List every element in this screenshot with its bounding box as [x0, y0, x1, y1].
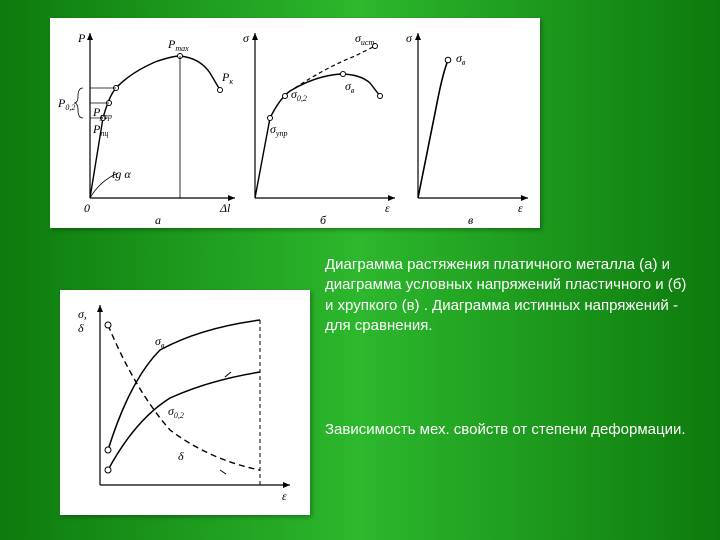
- curve-sigma-v: [108, 320, 260, 450]
- label-Pk: Pк: [221, 70, 233, 86]
- panel-a: P Δl 0 а: [57, 31, 235, 227]
- label-sigma-v-bot: σв: [155, 334, 165, 350]
- label-sigma02-bot: σ0,2: [168, 404, 184, 420]
- curve-plastic-load: [90, 56, 220, 198]
- label-Pmax: Pmax: [167, 37, 189, 53]
- bottom-properties-figure: σ, δ ε σв σ0,2 δ: [60, 290, 310, 515]
- label-tgalpha: tg α: [112, 167, 131, 181]
- curve-sigma02: [108, 372, 260, 470]
- slide: P Δl 0 а: [0, 0, 720, 540]
- panel-c-label: в: [468, 213, 473, 227]
- label-Pupr: Pупр: [92, 105, 112, 121]
- axis-label-delta: δ: [78, 321, 84, 335]
- label-sigma-v-b: σв: [345, 79, 355, 95]
- caption-top: Диаграмма растяжения платичного металла …: [325, 255, 695, 336]
- curve-brittle: [418, 60, 448, 198]
- axis-label-eps-bottom: ε: [282, 489, 287, 503]
- curve-delta: [108, 325, 260, 470]
- panel-c: σ ε в σв: [406, 31, 528, 227]
- panel-b: σ ε б σист σв σ0,2 σупр: [243, 31, 395, 227]
- label-sigma-v-c: σв: [456, 51, 466, 67]
- axis-label-P: P: [77, 31, 86, 45]
- axis-label-sigma-b: σ: [243, 31, 250, 45]
- label-sigma-ist: σист: [355, 31, 374, 47]
- axis-label-eps-b: ε: [385, 201, 390, 215]
- bottom-diagram-svg: σ, δ ε σв σ0,2 δ: [60, 290, 310, 515]
- panel-b-label: б: [320, 213, 327, 227]
- axis-label-eps-c: ε: [518, 201, 523, 215]
- axis-label-sigma-delta: σ,: [78, 307, 87, 321]
- panel-a-label: а: [155, 213, 161, 227]
- caption-bottom: Зависимость мех. свойств от степени дефо…: [325, 420, 695, 440]
- axis-label-sigma-c: σ: [406, 31, 413, 45]
- label-sigma-upr: σупр: [270, 122, 287, 138]
- label-Ppc: Pпц: [92, 122, 108, 138]
- svg-text:0: 0: [84, 201, 90, 215]
- label-sigma02: σ0,2: [291, 87, 307, 103]
- label-P02: P0,2: [57, 96, 75, 112]
- label-delta-bot: δ: [178, 449, 184, 463]
- axis-label-dl: Δl: [219, 201, 231, 215]
- top-diagram-svg: P Δl 0 а: [50, 18, 540, 228]
- curve-conventional: [255, 74, 380, 198]
- top-stress-strain-figure: P Δl 0 а: [50, 18, 540, 228]
